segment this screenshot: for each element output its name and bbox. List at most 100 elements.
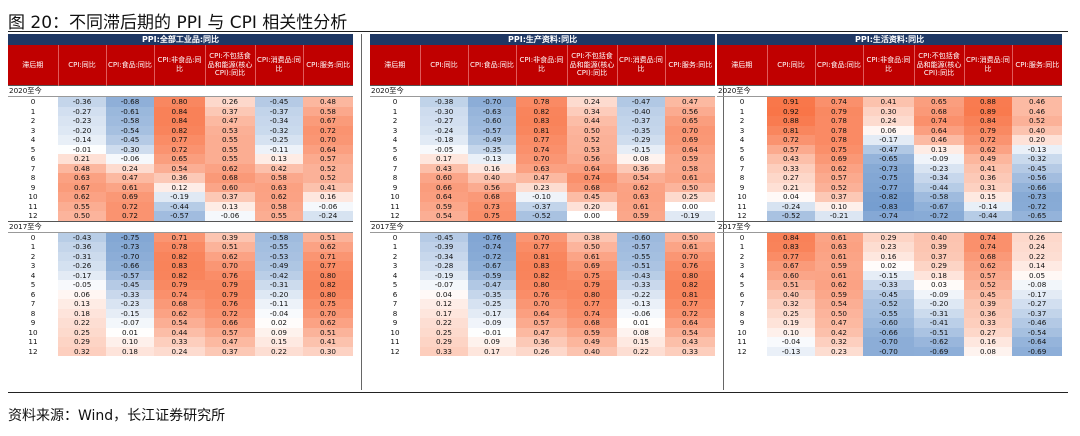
lag-cell: 8 xyxy=(392,173,398,182)
correlation-cell: 0.40 xyxy=(1012,125,1063,135)
correlation-cell: 0.47 xyxy=(205,116,255,126)
correlation-cell: -0.45 xyxy=(863,289,914,299)
table-row: 8 0.25 0.50 -0.55 -0.31 0.36 -0.37 xyxy=(717,308,1063,318)
correlation-cell: 0.80 xyxy=(567,289,617,299)
correlation-cell: 0.89 xyxy=(964,106,1012,116)
correlation-cell: -0.30 xyxy=(106,144,154,154)
correlation-cell: 0.55 xyxy=(205,135,255,145)
lag-cell: 12 xyxy=(28,211,38,220)
correlation-cell: -0.25 xyxy=(468,299,516,309)
lag-cell: 3 xyxy=(739,261,745,270)
correlation-cell: -0.27 xyxy=(420,116,468,126)
correlation-cell: 0.33 xyxy=(665,346,716,356)
table-row: 0 0.91 0.74 0.41 0.65 0.88 0.46 xyxy=(717,96,1063,107)
correlation-cell: 0.43 xyxy=(665,337,716,347)
correlation-cell: -0.11 xyxy=(255,144,303,154)
correlation-cell: 0.08 xyxy=(617,154,665,164)
correlation-cell: -0.65 xyxy=(1012,211,1063,221)
correlation-cell: 0.70 xyxy=(516,232,567,242)
column-header: 滞后期 xyxy=(717,45,768,86)
correlation-cell: 0.70 xyxy=(665,125,716,135)
correlation-cell: 0.77 xyxy=(665,299,716,309)
correlation-cell: -0.31 xyxy=(58,251,106,261)
correlation-cell: 0.00 xyxy=(665,201,716,211)
correlation-cell: 0.64 xyxy=(516,308,567,318)
column-header: CPI:同比 xyxy=(58,45,107,86)
lag-cell: 11 xyxy=(737,201,747,211)
correlation-cell: 0.62 xyxy=(154,308,205,318)
correlation-cell: 0.78 xyxy=(815,116,863,126)
lag-cell: 12 xyxy=(390,211,400,220)
correlation-cell: 0.71 xyxy=(154,232,205,242)
lag-cell: 7 xyxy=(30,163,36,173)
lag-cell: 9 xyxy=(30,318,36,327)
correlation-cell: -0.57 xyxy=(154,211,205,221)
correlation-cell: -0.26 xyxy=(58,261,106,271)
correlation-cell: 0.33 xyxy=(767,163,815,173)
correlation-cell: 0.12 xyxy=(420,299,468,309)
correlation-cell: 0.54 xyxy=(154,163,205,173)
correlation-cell: 0.54 xyxy=(815,299,863,309)
lag-cell: 1 xyxy=(30,242,36,251)
correlation-cell: -0.41 xyxy=(914,318,964,328)
correlation-cell: 0.91 xyxy=(767,96,815,107)
table-row: 4 0.72 0.78 -0.17 0.46 0.72 0.20 xyxy=(717,135,1063,145)
table-row: 10 0.25 -0.01 0.47 0.59 0.08 0.54 xyxy=(370,327,716,337)
correlation-cell: 0.24 xyxy=(1012,242,1063,252)
correlation-cell: 0.33 xyxy=(420,346,468,356)
table-row: 8 0.18 -0.15 0.62 0.72 -0.04 0.70 xyxy=(8,308,353,318)
column-header: CPI:消费品:同比 xyxy=(617,45,666,86)
correlation-cell: 0.43 xyxy=(420,163,468,173)
table-row: 5 0.57 0.75 -0.47 0.13 0.62 -0.13 xyxy=(717,144,1063,154)
table-row: 3 -0.28 -0.67 0.83 0.69 -0.51 0.76 xyxy=(370,261,716,271)
correlation-cell: 0.76 xyxy=(665,261,716,271)
correlation-cell: -0.70 xyxy=(863,346,914,356)
correlation-cell: 0.50 xyxy=(58,211,106,221)
correlation-cell: 0.25 xyxy=(665,192,716,202)
correlation-cell: -0.57 xyxy=(617,242,665,252)
correlation-cell: 0.69 xyxy=(567,261,617,271)
table-row: 3 0.81 0.78 0.06 0.64 0.79 0.40 xyxy=(717,125,1063,135)
lag-cell: 3 xyxy=(392,125,398,135)
table-row: 1 -0.27 -0.61 0.84 0.37 -0.37 0.58 xyxy=(8,106,353,116)
correlation-cell: -0.77 xyxy=(863,182,914,192)
correlation-cell: -0.45 xyxy=(106,135,154,145)
correlation-cell: -0.83 xyxy=(863,201,914,211)
correlation-cell: 0.77 xyxy=(767,251,815,261)
lag-cell: 6 xyxy=(30,154,36,163)
correlation-cell: -0.07 xyxy=(106,318,154,328)
correlation-table: PPI:生活资料:同比 滞后期 CPI:同比 CPI:食品:同比 CPI:非食品:同比 C… xyxy=(717,34,1063,356)
correlation-cell: -0.52 xyxy=(863,299,914,309)
lag-cell: 10 xyxy=(390,192,400,201)
correlation-cell: -0.37 xyxy=(255,106,303,116)
correlation-cell: 0.59 xyxy=(665,154,716,164)
section-label: 2020至今 xyxy=(370,85,716,97)
table-row: 12 0.33 0.17 0.26 0.40 0.22 0.33 xyxy=(370,346,716,356)
correlation-cell: 0.72 xyxy=(964,135,1012,145)
lag-cell: 11 xyxy=(390,337,400,346)
correlation-cell: 0.65 xyxy=(665,116,716,126)
correlation-cell: 0.58 xyxy=(303,106,353,116)
correlation-cell: -0.06 xyxy=(617,308,665,318)
correlation-cell: 0.92 xyxy=(767,106,815,116)
lag-cell: 5 xyxy=(392,144,398,154)
correlation-cell: 0.62 xyxy=(964,144,1012,154)
correlation-cell: 0.60 xyxy=(205,182,255,192)
correlation-cell: 0.40 xyxy=(914,232,964,242)
correlation-cell: -0.73 xyxy=(863,163,914,173)
correlation-cell: 0.58 xyxy=(255,201,303,211)
correlation-cell: -0.23 xyxy=(58,116,106,126)
correlation-cell: 0.39 xyxy=(205,232,255,242)
correlation-cell: 0.42 xyxy=(815,327,863,337)
table-row: 4 -0.17 -0.57 0.82 0.76 -0.42 0.80 xyxy=(8,270,353,280)
correlation-cell: 0.75 xyxy=(468,211,516,221)
correlation-cell: 0.47 xyxy=(106,173,154,183)
correlation-cell: 0.79 xyxy=(205,289,255,299)
correlation-cell: 0.41 xyxy=(863,96,914,107)
section-label: 2017至今 xyxy=(717,220,1063,233)
table-row: 10 0.62 0.69 -0.19 0.37 0.62 0.16 xyxy=(8,192,353,202)
correlation-cell: 0.83 xyxy=(154,261,205,271)
correlation-cell: 0.25 xyxy=(58,327,106,337)
correlation-cell: -0.06 xyxy=(106,154,154,164)
correlation-cell: 0.68 xyxy=(964,251,1012,261)
